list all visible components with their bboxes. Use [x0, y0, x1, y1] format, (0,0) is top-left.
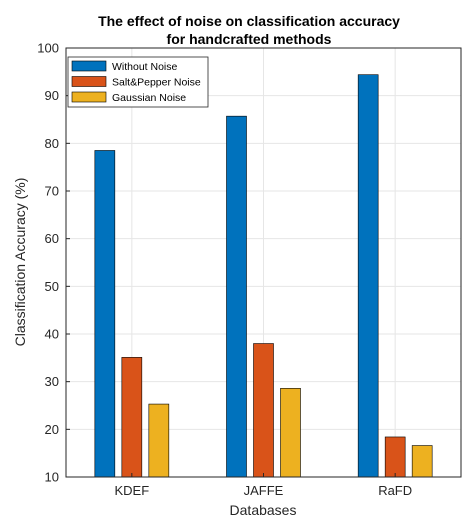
x-axis-label: Databases [230, 502, 297, 518]
bar-salt-pepper-noise-kdef [121, 357, 143, 478]
y-tick-label: 90 [45, 88, 59, 103]
legend-swatch [71, 76, 107, 87]
y-tick-label: 70 [45, 184, 59, 199]
bar-without-noise-jaffe [226, 115, 247, 478]
x-tick-layer: KDEF JAFFE RaFD [114, 473, 412, 498]
legend: Without Noise Salt&Pepper Noise Gaussian N… [67, 56, 209, 108]
legend-label: Gaussian Noise [112, 92, 186, 104]
y-tick-layer: 10 20 30 40 50 60 70 80 90 100 [37, 41, 70, 485]
legend-label: Salt&Pepper Noise [112, 77, 201, 89]
bar-salt-pepper-noise-rafd [384, 436, 406, 478]
y-tick-label: 100 [37, 41, 59, 56]
legend-label: Without Noise [112, 61, 178, 73]
y-tick-label: 40 [45, 327, 59, 342]
bar-salt-pepper-noise-jaffe [253, 343, 274, 478]
bar-gaussian-noise-kdef [148, 403, 170, 478]
y-tick-label: 20 [45, 422, 59, 437]
y-tick-label: 80 [45, 136, 59, 151]
bar-gaussian-noise-jaffe [280, 388, 301, 478]
bar-without-noise-kdef [94, 150, 116, 478]
bar-layer [94, 74, 433, 478]
legend-swatch [71, 60, 107, 72]
chart-subtitle: for handcrafted methods [167, 31, 332, 47]
legend-swatch [71, 91, 107, 103]
x-tick-label: JAFFE [244, 483, 284, 498]
y-tick-label: 30 [45, 374, 59, 389]
y-tick-label: 50 [45, 279, 59, 294]
x-tick-label: RaFD [378, 483, 412, 498]
chart-title: The effect of noise on classification ac… [98, 13, 400, 29]
y-axis-label: Classification Accuracy (%) [12, 178, 28, 347]
x-tick-label: KDEF [114, 483, 149, 498]
bar-gaussian-noise-rafd [411, 445, 433, 478]
bar-without-noise-rafd [357, 74, 379, 478]
y-tick-label: 60 [45, 231, 59, 246]
y-tick-label: 10 [45, 470, 59, 485]
